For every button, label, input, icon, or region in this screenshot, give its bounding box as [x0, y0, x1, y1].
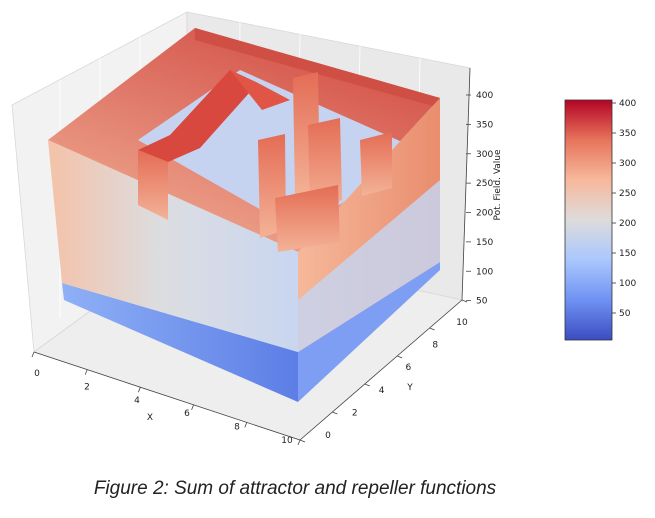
colorbar-tick-label: 350: [619, 129, 636, 139]
y-tick-label: 2: [352, 408, 358, 418]
y-tick-mark: [332, 411, 338, 415]
colorbar-tick-label: 100: [619, 279, 636, 289]
z-axis-label: Pot. Field. Value: [493, 149, 503, 221]
surface-plot: 0 2 4 6 8 10 X 0 2 4 6 8 10 Y 50 100 150 200 250 300 350…: [11, 11, 636, 446]
y-tick-mark: [364, 383, 370, 387]
x-tick-mark: [297, 439, 301, 446]
obstacle-wall-top: [138, 70, 258, 162]
x-tick-mark: [244, 422, 248, 428]
z-tick-label: 100: [476, 267, 493, 277]
obstacle-block-4: [275, 185, 340, 252]
x-tick-label: 8: [234, 423, 240, 433]
x-tick-label: 10: [281, 436, 293, 446]
x-axis-label: X: [147, 413, 153, 423]
x-tick-label: 4: [134, 396, 140, 406]
z-tick-label: 250: [476, 179, 493, 189]
z-tick-label: 300: [476, 150, 493, 160]
x-tick-label: 0: [34, 369, 40, 379]
colorbar: 50 100 150 200 250 300 350 400: [564, 99, 636, 341]
colorbar-ticks: 50 100 150 200 250 300 350 400: [612, 99, 636, 319]
colorbar-tick-label: 50: [619, 309, 631, 319]
y-tick-mark: [429, 327, 435, 331]
y-tick-label: 4: [379, 386, 385, 396]
obstacle-top-arm: [230, 70, 290, 110]
x-tick-mark: [138, 387, 141, 393]
y-axis: 0 2 4 6 8 10 Y: [299, 299, 468, 443]
z-ticks: 50 100 150 200 250 300 350 400: [466, 91, 493, 307]
x-tick-label: 2: [84, 382, 90, 392]
colorbar-tick-label: 250: [619, 189, 636, 199]
y-tick-label: 0: [325, 431, 331, 441]
x-tick-mark: [191, 404, 194, 410]
colorbar-body: [564, 99, 613, 341]
surface: [48, 28, 440, 402]
surface-front-wall: [48, 140, 298, 352]
obstacle-wall-front: [138, 150, 168, 220]
y-axis-label: Y: [406, 383, 413, 393]
colorbar-tick-label: 150: [619, 249, 636, 259]
z-tick-label: 400: [476, 91, 493, 101]
figure-caption: Figure 2: Sum of attractor and repeller …: [93, 478, 497, 499]
obstacle-block-3: [360, 132, 392, 196]
y-tick-mark: [397, 355, 403, 359]
x-tick-label: 6: [184, 409, 190, 419]
x-axis: 0 2 4 6 8 10 X: [31, 351, 301, 446]
colorbar-tick-label: 400: [619, 99, 636, 109]
base-slab-right: [298, 262, 440, 402]
z-tick-label: 200: [476, 209, 493, 219]
y-tick-label: 10: [456, 318, 468, 328]
z-axis: 50 100 150 200 250 300 350 400 Pot. Field. Valu…: [461, 67, 503, 307]
surface-back-wall: [195, 28, 440, 108]
x-tick-mark: [84, 369, 88, 375]
y-tick-label: 6: [406, 363, 412, 373]
x-tick-mark: [31, 351, 35, 358]
z-tick-label: 150: [476, 238, 493, 248]
y-tick-label: 8: [432, 341, 438, 351]
y-tick-mark: [461, 299, 468, 303]
obstacle-blocks: [138, 70, 392, 252]
base-slab-front: [62, 283, 298, 402]
z-tick-label: 50: [476, 297, 488, 307]
colorbar-tick-label: 300: [619, 159, 636, 169]
colorbar-tick-label: 200: [619, 219, 636, 229]
right-wall-lower: [298, 180, 440, 352]
y-ticks: 0 2 4 6 8 10: [299, 299, 468, 443]
x-ticks: 0 2 4 6 8 10: [31, 351, 301, 446]
z-tick-label: 350: [476, 120, 493, 130]
y-tick-mark: [299, 439, 306, 443]
